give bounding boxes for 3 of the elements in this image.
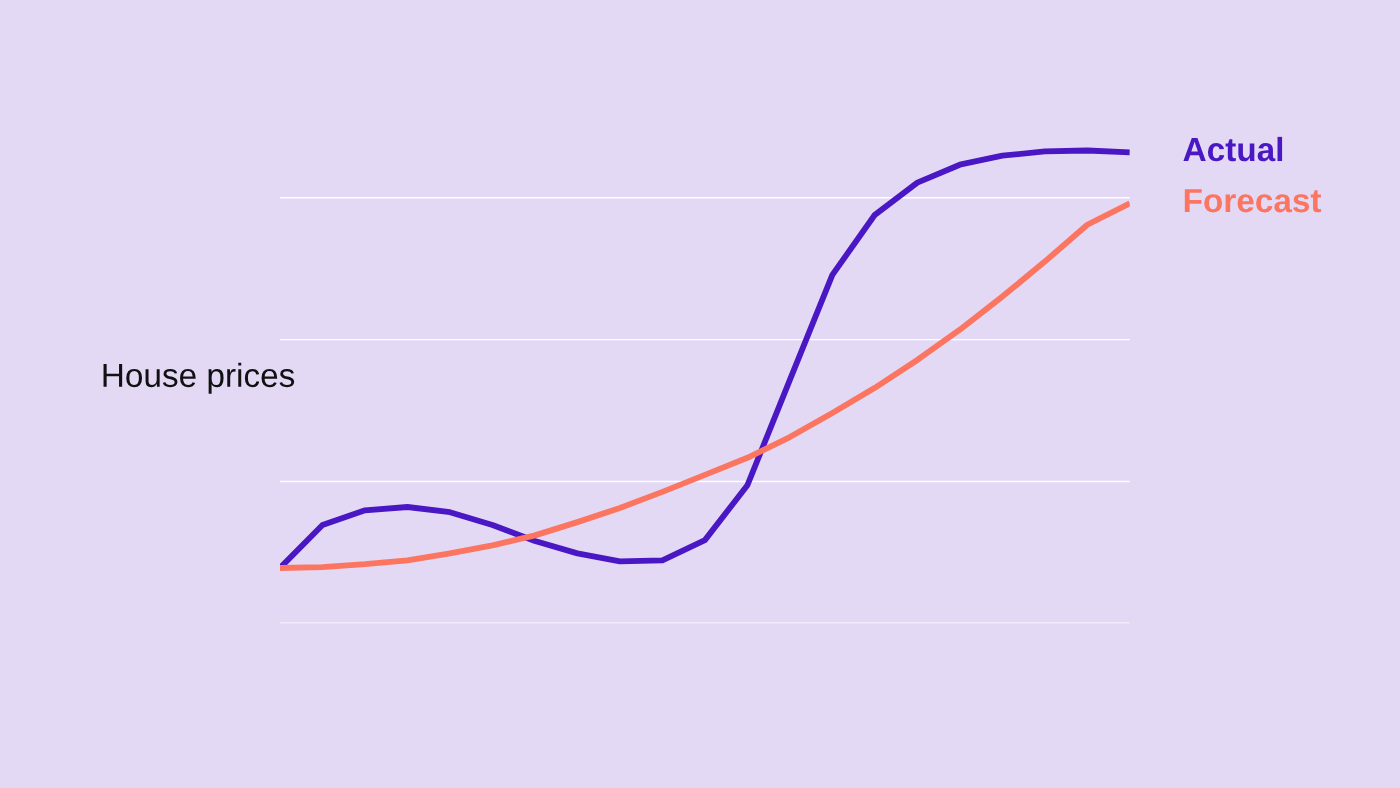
series-label: Actual bbox=[1183, 136, 1283, 162]
series-label: Forecast bbox=[1184, 189, 1322, 213]
y-axis-title: House prices bbox=[103, 362, 295, 394]
